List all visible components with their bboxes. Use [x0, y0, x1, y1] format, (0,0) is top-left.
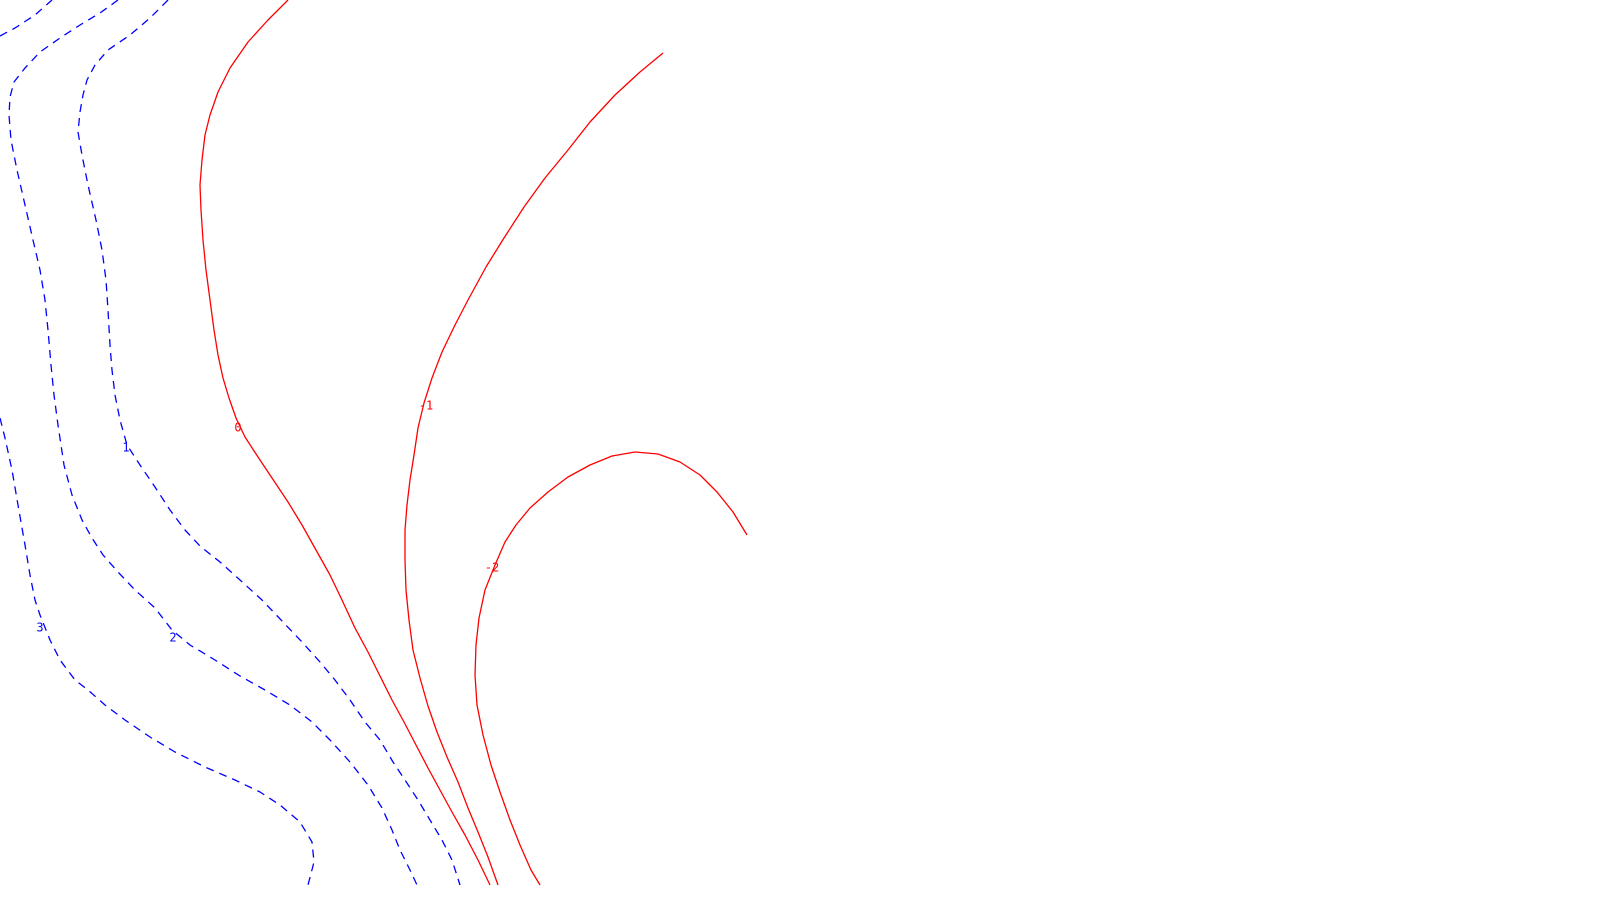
contour-line-level-1 — [77, 0, 461, 886]
contour-label-level-3: 3 — [36, 621, 43, 635]
contour-line-level-3 — [0, 417, 315, 886]
contour-line-level-2a — [0, 0, 53, 37]
contour-line-level-0 — [199, 0, 491, 886]
contour-label-level-0: 0 — [234, 421, 241, 435]
contour-label-level-1: 1 — [122, 441, 129, 455]
contour-label-level-minus-2: -2 — [485, 561, 499, 575]
contour-label-level-minus-1: -1 — [419, 399, 433, 413]
contour-label-level-2: 2 — [169, 631, 176, 645]
contour-line-level-2b — [8, 0, 418, 886]
contour-line-level-minus-1 — [404, 52, 664, 886]
contour-line-level-minus-2 — [474, 451, 748, 886]
